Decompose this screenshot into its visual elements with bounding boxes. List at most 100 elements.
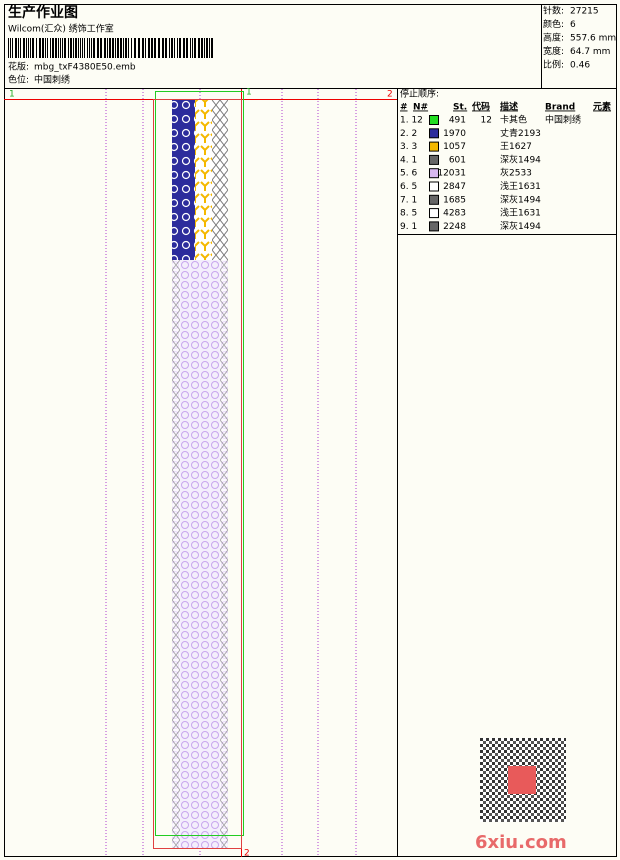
description: 王1627 — [500, 141, 532, 152]
description: 深灰1494 — [500, 220, 541, 232]
bar-stripe — [151, 38, 153, 58]
info-label: 比例: — [543, 59, 564, 71]
bar-stripe — [82, 38, 83, 58]
stitches: 2248 — [443, 222, 466, 232]
bar-stripe — [50, 38, 51, 58]
bar-stripe — [183, 38, 185, 58]
bar-stripe — [179, 38, 181, 58]
color-swatch — [429, 221, 439, 232]
color-swatch — [429, 181, 439, 192]
bar-stripe — [8, 38, 9, 58]
bar-stripe — [201, 38, 203, 58]
bar-stripe — [58, 38, 59, 58]
bar-stripe — [91, 38, 92, 58]
bar-stripe — [123, 38, 124, 58]
bar-stripe — [68, 38, 69, 58]
bar-stripe — [73, 38, 74, 58]
bar-stripe — [15, 38, 17, 58]
file-label: 花版: — [8, 61, 29, 73]
code: 12 — [481, 116, 492, 126]
bar-stripe — [171, 38, 173, 58]
bar-stripe — [64, 38, 66, 58]
stitches: 2847 — [443, 182, 466, 192]
stop-number: 8. 5 — [400, 209, 417, 219]
stop-number: 7. 1 — [400, 195, 417, 205]
description: 浅王1631 — [500, 180, 541, 192]
bar-stripe — [134, 38, 136, 58]
bar-stripe — [145, 38, 146, 58]
color-swatch — [429, 194, 439, 205]
bar-stripe — [211, 38, 213, 58]
bar-stripe — [87, 38, 88, 58]
bar-stripe — [70, 38, 72, 58]
bar-stripe — [32, 38, 34, 58]
color-swatch — [429, 128, 439, 139]
info-value: 0.46 — [570, 61, 590, 71]
column-header: St. — [453, 103, 467, 113]
bar-stripe — [93, 38, 95, 58]
column-header: 代码 — [471, 101, 490, 113]
bar-stripe — [28, 38, 29, 58]
column-header: N# — [413, 103, 428, 113]
color-swatch — [429, 115, 439, 125]
marker: 1 — [246, 88, 252, 98]
bar-stripe — [42, 38, 44, 58]
bounding-box — [155, 91, 244, 836]
bar-stripe — [158, 38, 160, 58]
color-swatch — [429, 154, 439, 165]
info-label: 宽度: — [543, 45, 564, 57]
bar-stripe — [142, 38, 144, 58]
column-header: # — [400, 103, 408, 113]
bar-stripe — [206, 38, 208, 58]
stitches: 491 — [449, 116, 466, 126]
info-label: 针数: — [543, 5, 564, 17]
bar-stripe — [209, 38, 210, 58]
bar-stripe — [75, 38, 77, 58]
studio: Wilcom(汇众) 绣饰工作室 — [8, 23, 114, 35]
watermark: 6xiu.com — [475, 832, 567, 853]
bar-stripe — [45, 38, 46, 58]
design-yellow — [195, 100, 212, 260]
marker: 2 — [244, 849, 250, 859]
stitches: 4283 — [443, 209, 466, 219]
bar-stripe — [198, 38, 200, 58]
bar-stripe — [78, 38, 79, 58]
title: 生产作业图 — [8, 4, 78, 21]
info-label: 颜色: — [543, 18, 564, 30]
bar-stripe — [10, 38, 11, 58]
bar-stripe — [100, 38, 102, 58]
stop-number: 6. 5 — [400, 182, 417, 192]
bar-stripe — [104, 38, 106, 58]
description: 浅王1631 — [500, 207, 541, 219]
frame — [4, 4, 617, 857]
column-header: 描述 — [500, 101, 518, 113]
design-lavender — [172, 260, 228, 848]
bar-stripe — [39, 38, 41, 58]
bar-stripe — [18, 38, 19, 58]
bar-stripe — [12, 38, 13, 58]
bar-stripe — [26, 38, 27, 58]
bar-stripe — [20, 38, 21, 58]
description: 灰2533 — [500, 167, 532, 179]
bar-stripe — [186, 38, 188, 58]
bar-stripe — [36, 38, 37, 58]
bar-stripe — [89, 38, 90, 58]
hoop-box — [153, 99, 242, 849]
info: 针数: 27215 颜色: 6 高度: 557.6 mm 宽度: 64.7 mm 比例: 0.46 — [543, 5, 616, 71]
colorway-label: 色位: — [8, 74, 29, 86]
stitches: 12031 — [437, 169, 466, 179]
bar-stripe — [52, 38, 54, 58]
stop-number: 5. 6 — [400, 169, 417, 179]
qr-logo — [508, 766, 536, 794]
stitches: 601 — [449, 155, 466, 165]
stop-number: 9. 1 — [400, 222, 417, 232]
bar-stripe — [107, 38, 108, 58]
column-header: Brand — [545, 103, 575, 113]
bar-stripe — [169, 38, 170, 58]
description: 深灰1494 — [500, 153, 541, 165]
bar-stripe — [112, 38, 114, 58]
marker: 2 — [387, 90, 393, 100]
design-edge — [220, 260, 228, 848]
description: 深灰1494 — [500, 193, 541, 205]
